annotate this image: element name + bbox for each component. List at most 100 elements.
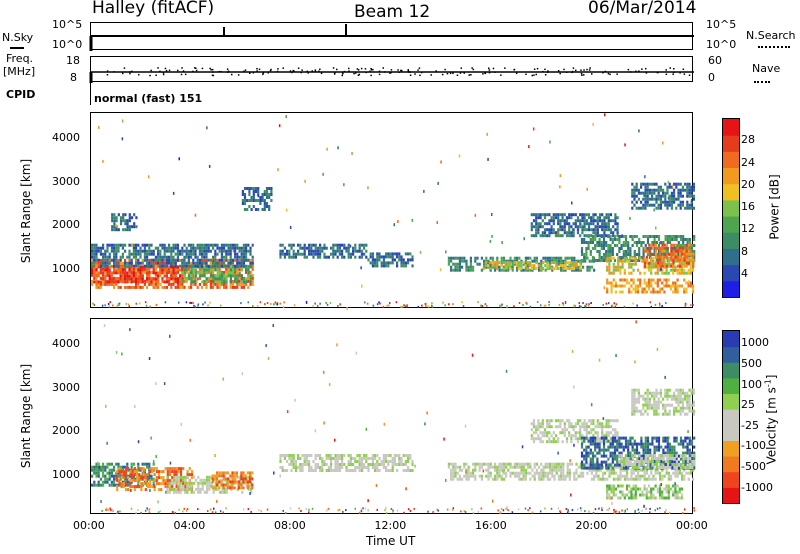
- heatmap-cell: [574, 431, 577, 435]
- heatmap-cell: [93, 258, 96, 262]
- heatmap-cell: [400, 255, 403, 259]
- heatmap-cell: [452, 462, 455, 466]
- heatmap-cell: [360, 255, 363, 259]
- heatmap-cell: [110, 480, 113, 484]
- heatmap-cell: [194, 282, 197, 286]
- heatmap-cell: [110, 471, 113, 475]
- heatmap-cell: [95, 270, 98, 274]
- heatmap-cell: [124, 268, 127, 272]
- heatmap-cell: [687, 271, 690, 275]
- heatmap-cell: [218, 471, 221, 475]
- heatmap-cell: [143, 462, 146, 466]
- heatmap-cell: [489, 462, 492, 466]
- heatmap-cell: [251, 471, 254, 475]
- heatmap-cell: [690, 206, 693, 210]
- nave-point: [106, 74, 109, 76]
- heatmap-cell: [666, 206, 669, 210]
- heatmap-cell: [207, 277, 211, 281]
- heatmap-cell: [124, 483, 127, 487]
- heatmap-cell: [371, 264, 374, 268]
- heatmap-cell: [522, 471, 525, 475]
- heatmap-cell: [588, 265, 591, 269]
- colorbar-tick-label: 8: [741, 244, 748, 258]
- heatmap-cell: [97, 462, 100, 466]
- heatmap-cell: [594, 425, 597, 429]
- heatmap-cell: [551, 462, 554, 466]
- heatmap-cell: [209, 282, 212, 286]
- heatmap-cell: [254, 187, 258, 190]
- heatmap-cell: [301, 246, 304, 250]
- heatmap-cell: [546, 462, 549, 466]
- heatmap-cell: [203, 243, 206, 247]
- heatmap-cell: [360, 252, 363, 256]
- heatmap-cell: [120, 476, 123, 480]
- heatmap-cell: [452, 465, 455, 469]
- heatmap-cell: [135, 249, 138, 253]
- ground-scatter-point: [386, 304, 388, 307]
- heatmap-cell: [635, 253, 639, 256]
- colorbar-segment: [723, 232, 739, 249]
- heatmap-cell: [179, 282, 182, 286]
- heatmap-cell: [310, 469, 313, 472]
- ground-scatter-point: [192, 301, 194, 304]
- heatmap-cell: [568, 431, 571, 435]
- heatmap-cell: [594, 442, 597, 446]
- heatmap-cell: [541, 431, 544, 435]
- heatmap-cell: [338, 466, 341, 469]
- heatmap-cell: [183, 264, 186, 268]
- heatmap-cell: [595, 474, 598, 478]
- heatmap-cell: [173, 473, 176, 477]
- heatmap-cell: [233, 477, 236, 481]
- heatmap-cell: [454, 474, 457, 478]
- heatmap-cell: [116, 488, 119, 492]
- heatmap-cell: [234, 249, 237, 253]
- heatmap-cell: [469, 471, 472, 475]
- heatmap-cell: [117, 474, 120, 478]
- heatmap-cell: [613, 259, 617, 262]
- heatmap-cell: [535, 267, 538, 271]
- heatmap-cell: [225, 487, 228, 491]
- heatmap-cell: [665, 468, 668, 472]
- heatmap-cell: [113, 468, 116, 472]
- heatmap-cell: [634, 477, 637, 481]
- heatmap-cell: [623, 256, 626, 260]
- heatmap-cell: [210, 265, 213, 269]
- heatmap-cell: [678, 468, 681, 472]
- heatmap-cell: [585, 247, 588, 250]
- heatmap-cell: [288, 249, 291, 253]
- heatmap-cell: [668, 197, 671, 201]
- heatmap-cell: [589, 436, 592, 440]
- heatmap-cell: [447, 262, 450, 266]
- heatmap-cell: [398, 460, 401, 463]
- ground-scatter-point: [403, 304, 405, 307]
- heatmap-cell: [583, 225, 586, 229]
- nave-point: [314, 69, 317, 71]
- heatmap-cell: [594, 454, 597, 458]
- heatmap-cell: [463, 462, 466, 466]
- heatmap-cell: [559, 425, 562, 429]
- heatmap-cell: [171, 485, 174, 489]
- heatmap-cell: [149, 470, 152, 474]
- heatmap-cell: [316, 466, 319, 469]
- heatmap-cell: [108, 468, 111, 472]
- heatmap-cell: [391, 460, 394, 463]
- heatmap-cell: [279, 252, 282, 256]
- heatmap-cell: [133, 225, 136, 229]
- heatmap-cell: [633, 188, 636, 192]
- heatmap-cell: [398, 255, 401, 259]
- heatmap-cell: [557, 425, 560, 429]
- nave-point: [341, 74, 343, 77]
- heatmap-noise-point: [411, 218, 414, 222]
- heatmap-cell: [605, 250, 608, 253]
- heatmap-cell: [684, 188, 687, 192]
- heatmap-cell: [170, 270, 173, 274]
- heatmap-cell: [692, 197, 695, 201]
- ground-scatter-point: [562, 304, 565, 306]
- heatmap-cell: [579, 431, 582, 435]
- heatmap-cell: [530, 225, 533, 229]
- heatmap-cell: [450, 477, 453, 481]
- heatmap-cell: [170, 478, 173, 482]
- heatmap-cell: [292, 243, 295, 247]
- heatmap-cell: [531, 264, 534, 268]
- heatmap-cell: [452, 471, 455, 475]
